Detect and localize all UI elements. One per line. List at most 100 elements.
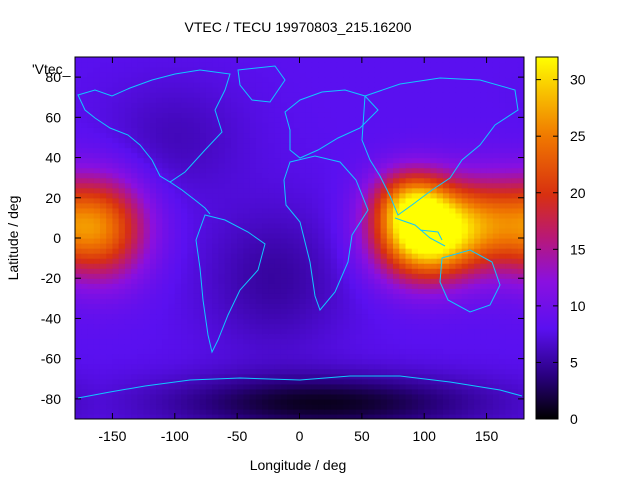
heatmap-cell (118, 328, 126, 335)
heatmap-cell (106, 187, 114, 194)
heatmap-cell (374, 207, 382, 214)
heatmap-cell (299, 197, 307, 204)
heatmap-cell (118, 303, 126, 309)
heatmap-cell (230, 303, 238, 309)
heatmap-cell (436, 383, 444, 390)
heatmap-cell (224, 368, 232, 375)
heatmap-cell (106, 358, 114, 365)
heatmap-cell (237, 388, 244, 395)
heatmap-cell (156, 373, 163, 380)
heatmap-cell (131, 288, 138, 294)
heatmap-cell (343, 368, 350, 375)
heatmap-cell (249, 388, 257, 395)
heatmap-cell (467, 273, 475, 279)
heatmap-cell (137, 398, 145, 405)
heatmap-cell (505, 202, 513, 209)
heatmap-cell (230, 313, 238, 320)
heatmap-cell (430, 323, 438, 330)
heatmap-cell (299, 227, 307, 234)
heatmap-cell (405, 212, 413, 219)
heatmap-cell (318, 222, 326, 229)
heatmap-cell (199, 248, 207, 254)
heatmap-cell (417, 278, 425, 284)
heatmap-cell (311, 258, 319, 264)
heatmap-cell (205, 408, 213, 415)
heatmap-cell (449, 273, 457, 279)
heatmap-cell (467, 368, 475, 375)
heatmap-cell (330, 373, 338, 380)
heatmap-cell (75, 132, 82, 139)
heatmap-cell (486, 142, 494, 149)
heatmap-cell (380, 273, 388, 279)
heatmap-cell (461, 268, 469, 274)
heatmap-cell (361, 323, 369, 330)
heatmap-cell (280, 137, 288, 144)
heatmap-cell (393, 122, 400, 128)
heatmap-cell (511, 177, 519, 184)
heatmap-cell (336, 398, 344, 405)
heatmap-cell (237, 177, 244, 184)
heatmap-cell (330, 368, 338, 375)
heatmap-cell (424, 167, 432, 174)
heatmap-cell (106, 162, 114, 169)
heatmap-cell (343, 142, 350, 149)
heatmap-cell (118, 122, 126, 128)
heatmap-cell (156, 222, 163, 229)
heatmap-cell (480, 408, 488, 415)
heatmap-cell (417, 127, 425, 134)
heatmap-cell (174, 212, 182, 219)
heatmap-cell (212, 207, 220, 214)
heatmap-cell (75, 398, 82, 405)
heatmap-cell (75, 298, 82, 304)
heatmap-cell (280, 293, 288, 299)
heatmap-cell (330, 238, 338, 244)
heatmap-cell (386, 87, 394, 93)
heatmap-cell (81, 127, 89, 134)
heatmap-cell (368, 358, 375, 365)
heatmap-cell (131, 303, 138, 309)
heatmap-cell (137, 413, 145, 419)
heatmap-cell (87, 192, 95, 199)
heatmap-cell (505, 383, 513, 390)
heatmap-cell (380, 192, 388, 199)
heatmap-cell (249, 303, 257, 309)
heatmap-cell (393, 107, 400, 113)
heatmap-cell (193, 142, 201, 149)
heatmap-cell (149, 363, 157, 370)
heatmap-cell (511, 353, 519, 360)
heatmap-cell (474, 388, 481, 395)
heatmap-cell (380, 137, 388, 144)
heatmap-cell (436, 212, 444, 219)
heatmap-cell (255, 353, 263, 360)
heatmap-cell (93, 398, 101, 405)
heatmap-cell (181, 408, 188, 415)
heatmap-cell (168, 117, 176, 123)
heatmap-cell (137, 212, 145, 219)
heatmap-cell (149, 238, 157, 244)
heatmap-cell (205, 132, 213, 139)
heatmap-cell (311, 152, 319, 159)
heatmap-cell (517, 353, 524, 360)
heatmap-cell (75, 82, 82, 88)
heatmap-cell (262, 152, 269, 159)
heatmap-cell (156, 278, 163, 284)
heatmap-cell (417, 363, 425, 370)
heatmap-cell (499, 333, 506, 340)
heatmap-cell (417, 348, 425, 355)
heatmap-cell (205, 122, 213, 128)
heatmap-cell (361, 192, 369, 199)
heatmap-cell (305, 243, 313, 249)
heatmap-cell (131, 258, 138, 264)
heatmap-cell (480, 117, 488, 123)
heatmap-cell (262, 162, 269, 169)
heatmap-cell (181, 378, 188, 385)
heatmap-cell (218, 142, 226, 149)
heatmap-cell (511, 398, 519, 405)
heatmap-cell (511, 343, 519, 350)
heatmap-cell (311, 238, 319, 244)
heatmap-cell (368, 162, 375, 169)
heatmap-cell (393, 283, 400, 289)
heatmap-cell (442, 328, 450, 335)
heatmap-cell (393, 383, 400, 390)
heatmap-cell (280, 87, 288, 93)
